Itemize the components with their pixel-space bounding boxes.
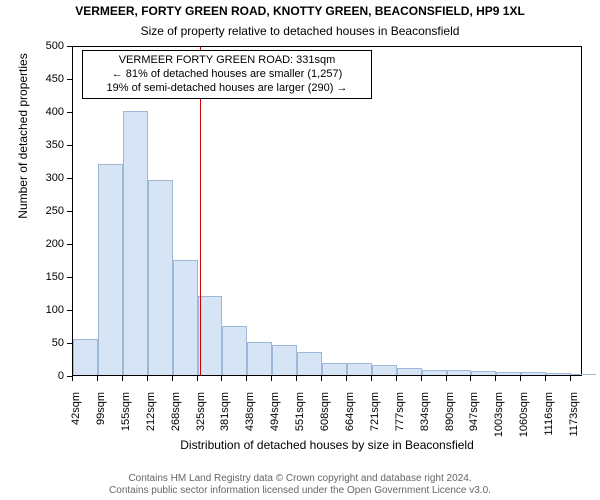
y-tick-mark <box>67 244 72 245</box>
y-tick-mark <box>67 145 72 146</box>
x-tick-mark <box>495 376 496 381</box>
histogram-bar <box>471 371 496 375</box>
x-tick-mark <box>421 376 422 381</box>
y-tick-label: 250 <box>0 205 64 217</box>
x-tick-mark <box>72 376 73 381</box>
annotation-box: VERMEER FORTY GREEN ROAD: 331sqm← 81% of… <box>82 50 372 99</box>
annotation-line: 19% of semi-detached houses are larger (… <box>88 82 366 96</box>
histogram-bar <box>347 363 372 375</box>
y-tick-mark <box>67 46 72 47</box>
footer: Contains HM Land Registry data © Crown c… <box>0 473 600 497</box>
x-tick-mark <box>271 376 272 381</box>
histogram-bar <box>148 180 173 375</box>
y-tick-label: 50 <box>0 337 64 349</box>
x-tick-mark <box>172 376 173 381</box>
x-tick-mark <box>321 376 322 381</box>
y-tick-label: 150 <box>0 271 64 283</box>
y-tick-label: 300 <box>0 172 64 184</box>
y-tick-mark <box>67 310 72 311</box>
x-tick-mark <box>246 376 247 381</box>
histogram-bar <box>198 296 223 375</box>
histogram-bar <box>73 339 98 375</box>
y-tick-label: 500 <box>0 40 64 52</box>
y-tick-label: 350 <box>0 139 64 151</box>
x-tick-mark <box>296 376 297 381</box>
histogram-bar <box>447 370 472 375</box>
chart-subtitle: Size of property relative to detached ho… <box>0 24 600 38</box>
histogram-bar <box>173 260 198 376</box>
x-tick-mark <box>520 376 521 381</box>
histogram-bar <box>521 372 546 375</box>
x-tick-mark <box>221 376 222 381</box>
histogram-bar <box>98 164 123 375</box>
histogram-bar <box>496 372 521 375</box>
x-tick-mark <box>545 376 546 381</box>
chart-title: VERMEER, FORTY GREEN ROAD, KNOTTY GREEN,… <box>0 4 600 18</box>
x-tick-mark <box>97 376 98 381</box>
histogram-bar <box>397 368 422 375</box>
x-tick-mark <box>470 376 471 381</box>
histogram-bar <box>422 370 447 375</box>
histogram-bar <box>272 345 297 375</box>
y-tick-mark <box>67 211 72 212</box>
x-axis-label: Distribution of detached houses by size … <box>72 438 582 452</box>
y-tick-mark <box>67 112 72 113</box>
y-tick-label: 450 <box>0 73 64 85</box>
x-tick-mark <box>570 376 571 381</box>
y-axis-label: Number of detached properties <box>16 0 30 301</box>
x-tick-mark <box>371 376 372 381</box>
footer-line-1: Contains HM Land Registry data © Crown c… <box>0 473 600 485</box>
histogram-bar <box>247 342 272 375</box>
y-tick-label: 0 <box>0 370 64 382</box>
x-tick-mark <box>147 376 148 381</box>
histogram-bar <box>571 374 596 375</box>
x-tick-mark <box>446 376 447 381</box>
histogram-bar <box>546 373 571 375</box>
y-tick-mark <box>67 178 72 179</box>
histogram-bar <box>372 365 397 375</box>
histogram-bar <box>297 352 322 375</box>
y-tick-mark <box>67 343 72 344</box>
x-tick-mark <box>197 376 198 381</box>
annotation-line: VERMEER FORTY GREEN ROAD: 331sqm <box>88 54 366 68</box>
annotation-line: ← 81% of detached houses are smaller (1,… <box>88 68 366 82</box>
histogram-bar <box>123 111 148 375</box>
y-tick-label: 400 <box>0 106 64 118</box>
histogram-bar <box>322 363 347 375</box>
footer-line-2: Contains public sector information licen… <box>0 485 600 497</box>
x-tick-mark <box>396 376 397 381</box>
y-tick-label: 200 <box>0 238 64 250</box>
y-tick-mark <box>67 79 72 80</box>
y-tick-mark <box>67 277 72 278</box>
histogram-bar <box>222 326 247 376</box>
y-tick-label: 100 <box>0 304 64 316</box>
x-tick-mark <box>346 376 347 381</box>
x-tick-mark <box>122 376 123 381</box>
